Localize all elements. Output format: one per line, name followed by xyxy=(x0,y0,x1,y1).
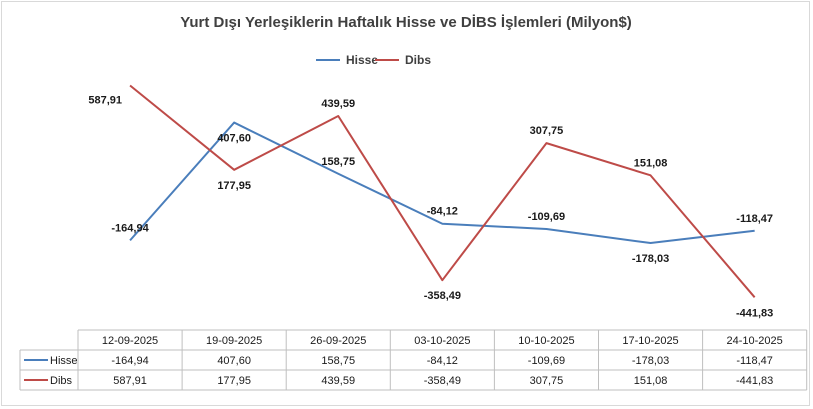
legend-label-dibs: Dibs xyxy=(405,53,431,67)
data-label-dibs: 587,91 xyxy=(88,94,122,106)
table-cell: -164,94 xyxy=(111,355,148,367)
table-cell: -109,69 xyxy=(528,355,565,367)
table-row-label-hisse: Hisse xyxy=(50,355,78,367)
table-cell: -358,49 xyxy=(424,375,461,387)
data-label-dibs: 151,08 xyxy=(634,157,668,169)
legend-label-hisse: Hisse xyxy=(346,53,378,67)
table-cell: 407,60 xyxy=(217,355,251,367)
table-cell: 307,75 xyxy=(530,375,564,387)
table-cell: 158,75 xyxy=(321,355,355,367)
data-label-hisse: -118,47 xyxy=(736,213,773,225)
data-label-hisse: 407,60 xyxy=(217,133,251,145)
data-label-dibs: 439,59 xyxy=(321,98,355,110)
table-cell: 587,91 xyxy=(113,375,147,387)
x-tick-label: 19-09-2025 xyxy=(206,335,262,347)
table-cell: -84,12 xyxy=(427,355,458,367)
x-tick-label: 17-10-2025 xyxy=(622,335,678,347)
data-label-hisse: -178,03 xyxy=(632,253,669,265)
plot-area: -164,94 407,60 158,75 -84,12 -109,69 -178,03 -… xyxy=(88,84,773,319)
data-label-hisse: 158,75 xyxy=(321,156,355,168)
data-label-hisse: -84,12 xyxy=(427,206,458,218)
table-cell: 151,08 xyxy=(634,375,668,387)
x-tick-label: 24-10-2025 xyxy=(727,335,783,347)
table-cell: -118,47 xyxy=(736,355,773,367)
x-tick-label: 03-10-2025 xyxy=(414,335,470,347)
data-label-dibs: -358,49 xyxy=(424,290,461,302)
series-line-hisse xyxy=(129,121,755,245)
x-tick-label: 12-09-2025 xyxy=(102,335,158,347)
data-label-dibs: 307,75 xyxy=(530,125,564,137)
table-cell: -178,03 xyxy=(632,355,669,367)
table-cell: -441,83 xyxy=(736,375,773,387)
data-label-dibs: 177,95 xyxy=(217,180,251,192)
x-tick-label: 26-09-2025 xyxy=(310,335,366,347)
data-label-dibs: -441,83 xyxy=(736,307,773,319)
table-cell: 177,95 xyxy=(217,375,251,387)
legend: Hisse Dibs xyxy=(316,53,431,67)
data-label-hisse: -164,94 xyxy=(111,222,149,234)
data-table: 12-09-2025 19-09-2025 26-09-2025 03-10-2025… xyxy=(19,329,808,391)
data-label-hisse: -109,69 xyxy=(528,211,565,223)
table-cell: 439,59 xyxy=(321,375,355,387)
series-line-dibs xyxy=(129,84,756,298)
chart-title: Yurt Dışı Yerleşiklerin Haftalık Hisse v… xyxy=(180,14,632,31)
table-row-label-dibs: Dibs xyxy=(50,375,73,387)
x-tick-label: 10-10-2025 xyxy=(518,335,574,347)
